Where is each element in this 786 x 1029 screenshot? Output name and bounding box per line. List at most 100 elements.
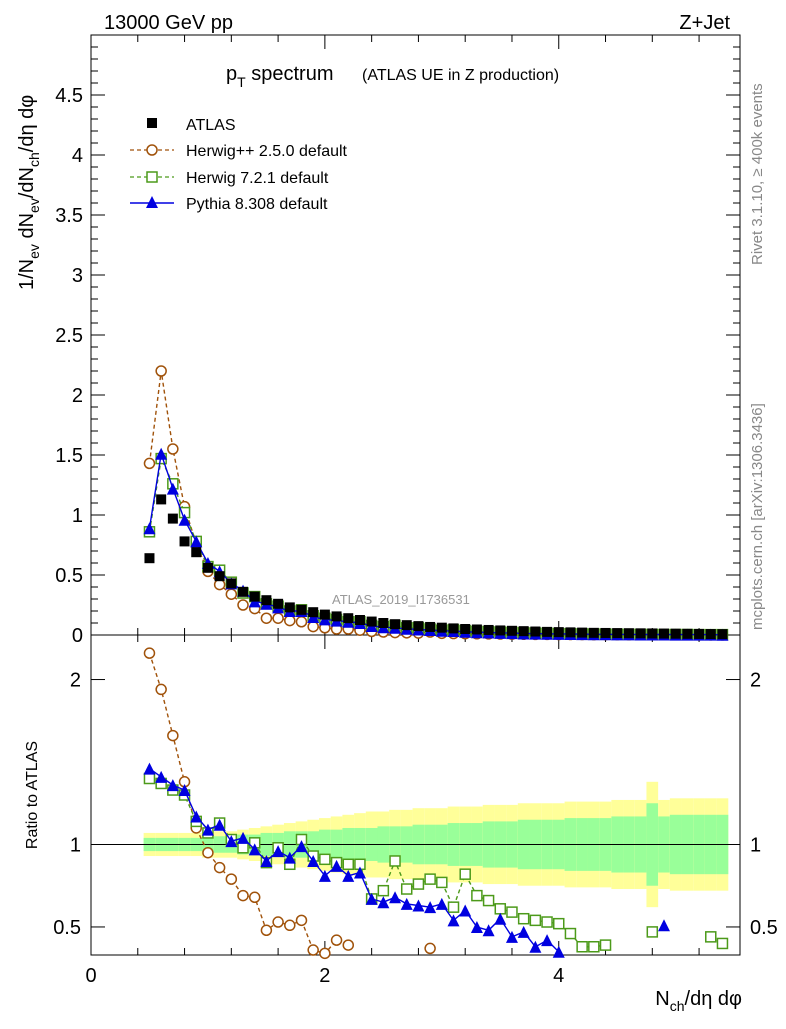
top-point-atlas-41	[623, 628, 634, 639]
top-point-atlas-16	[331, 611, 342, 622]
ratio-point-herwig-7-2-1-default-24	[424, 873, 436, 885]
top-point-atlas-19	[366, 616, 377, 627]
top-point-atlas-48	[705, 629, 716, 640]
ratio-point-herwig-7-2-1-default-49	[716, 937, 729, 950]
ratio-point-pythia-8-308-default-28	[470, 920, 483, 933]
ratio-point-pythia-8-308-default-35	[552, 945, 565, 958]
ratio-point-pythia-8-308-default-9	[248, 843, 261, 856]
series-layer	[143, 365, 729, 960]
top-point-atlas-17	[343, 613, 354, 624]
bottom-ytick-label-right-1: 1	[750, 834, 761, 856]
ratio-point-pythia-8-308-default-3	[178, 784, 191, 797]
plot-title-rest: spectrum	[246, 63, 334, 85]
top-point-atlas-12	[284, 602, 295, 613]
ratio-point-pythia-8-308-default-5	[201, 823, 214, 836]
top-point-atlas-8	[238, 586, 249, 597]
legend-label-atlas: ATLAS	[186, 117, 236, 134]
ratio-point-pythia-8-308-default-21	[389, 891, 402, 904]
bottom-ytick-label-0: 0.5	[53, 917, 81, 939]
top-point-atlas-34	[542, 626, 553, 637]
ratio-point-herwig-2-5-0-default-24	[424, 942, 436, 955]
ratio-point-herwig-2-5-0-default-0	[143, 647, 156, 659]
ratio-point-herwig-2-5-0-default-2	[167, 729, 179, 742]
legend: ATLAS Herwig++ 2.5.0 default Herwig 7.2.…	[130, 117, 348, 213]
ratio-point-pythia-8-308-default-22	[400, 897, 413, 910]
top-point-atlas-30	[495, 625, 506, 636]
x-axis-title: Nch/dη dφ	[655, 988, 742, 1014]
top-point-atlas-14	[308, 607, 319, 618]
bottom-ytick-label-right-0: 0.5	[750, 917, 778, 939]
ratio-point-herwig-7-2-1-default-31	[506, 906, 518, 918]
ratio-herwig-7-2-1-default	[143, 772, 729, 953]
top-point-atlas-39	[600, 627, 611, 638]
top-point-atlas-46	[682, 628, 693, 639]
ratio-point-pythia-8-308-default-34	[541, 934, 554, 947]
top-point-herwig-2-5-0-default-8	[237, 599, 249, 611]
ratio-point-pythia-8-308-default-6	[213, 818, 226, 831]
legend-entry-herwig-old: Herwig++ 2.5.0 default	[130, 143, 348, 160]
bottom-ytick-label-right-2: 2	[750, 670, 761, 692]
ratio-point-herwig-2-5-0-default-10	[260, 924, 273, 937]
ratio-point-herwig-7-2-1-default-0	[143, 772, 156, 785]
ratio-point-herwig-7-2-1-default-8	[237, 842, 249, 854]
plot-title-detail: (ATLAS UE in Z production)	[362, 67, 559, 84]
bottom-ytick-label-2: 2	[70, 670, 81, 692]
top-ytick-label-3: 1.5	[55, 445, 83, 467]
top-ytick-label-6: 3	[72, 265, 83, 287]
ratio-point-herwig-7-2-1-default-17	[342, 858, 355, 871]
ratio-point-pythia-8-308-default-15	[318, 869, 331, 882]
top-point-atlas-33	[530, 626, 541, 637]
top-point-atlas-38	[588, 627, 599, 638]
ratio-point-pythia-8-308-default-4	[190, 810, 203, 823]
ratio-line-herwig-2-5-0-default	[150, 653, 431, 953]
top-point-atlas-22	[401, 620, 412, 631]
top-point-atlas-21	[390, 619, 401, 630]
ratio-point-pythia-8-308-default-10	[260, 854, 273, 867]
ratio-point-pythia-8-308-default-1	[155, 770, 168, 783]
top-point-atlas-31	[506, 625, 517, 636]
top-point-atlas-37	[577, 627, 588, 638]
ratio-pythia-8-308-default	[143, 762, 670, 958]
top-ytick-label-9: 4.5	[55, 85, 83, 107]
watermark: ATLAS_2019_I1736531	[332, 592, 470, 607]
top-point-atlas-27	[460, 624, 471, 634]
top-point-atlas-20	[378, 618, 389, 628]
top-point-atlas-23	[413, 621, 424, 632]
top-point-atlas-1	[156, 494, 167, 505]
ratio-point-pythia-8-308-default-13	[295, 840, 308, 853]
xtick-label-2: 4	[553, 965, 564, 987]
top-point-herwig-2-5-0-default-1	[155, 365, 167, 377]
ratio-point-herwig-7-2-1-default-21	[389, 855, 401, 867]
ratio-point-pythia-8-308-default-16	[330, 859, 343, 872]
xtick-label-0: 0	[85, 965, 96, 987]
ratio-point-herwig-2-5-0-default-17	[342, 939, 355, 951]
top-point-atlas-29	[483, 624, 494, 635]
ratio-point-herwig-7-2-1-default-22	[400, 883, 413, 895]
ratio-point-herwig-7-2-1-default-30	[494, 903, 507, 915]
ratio-point-pythia-8-308-default-18	[353, 866, 366, 879]
ratio-point-herwig-2-5-0-default-11	[272, 916, 284, 928]
top-point-herwig-2-5-0-default-7	[225, 588, 238, 600]
top-point-atlas-3	[179, 536, 190, 547]
ratio-point-pythia-8-308-default-11	[272, 845, 285, 858]
ratio-point-herwig-7-2-1-default-29	[482, 894, 495, 907]
top-point-pythia-8-308-default-4	[190, 535, 203, 548]
ratio-point-herwig-2-5-0-default-16	[330, 934, 343, 946]
ratio-point-herwig-7-2-1-default-36	[564, 927, 577, 940]
top-ytick-label-4: 2	[72, 385, 83, 407]
top-point-herwig-2-5-0-default-0	[143, 457, 156, 470]
top-point-atlas-9	[249, 591, 260, 602]
top-line-pythia-8-308-default	[148, 453, 723, 636]
top-point-atlas-0	[144, 553, 155, 564]
ratio-point-herwig-7-2-1-default-35	[552, 917, 565, 930]
top-point-pythia-8-308-default-0	[143, 522, 156, 535]
ratio-point-pythia-8-308-default-14	[307, 854, 320, 867]
ratio-point-herwig-2-5-0-default-7	[225, 873, 238, 885]
ratio-point-herwig-7-2-1-default-26	[447, 901, 460, 913]
top-point-pythia-8-308-default-3	[178, 513, 191, 526]
top-point-herwig-2-5-0-default-13	[295, 616, 308, 628]
ratio-point-pythia-8-308-default-32	[517, 925, 530, 938]
top-point-atlas-32	[518, 626, 529, 637]
ratio-point-pythia-8-308-default-30	[494, 912, 507, 925]
legend-label-herwig-old: Herwig++ 2.5.0 default	[186, 143, 348, 160]
